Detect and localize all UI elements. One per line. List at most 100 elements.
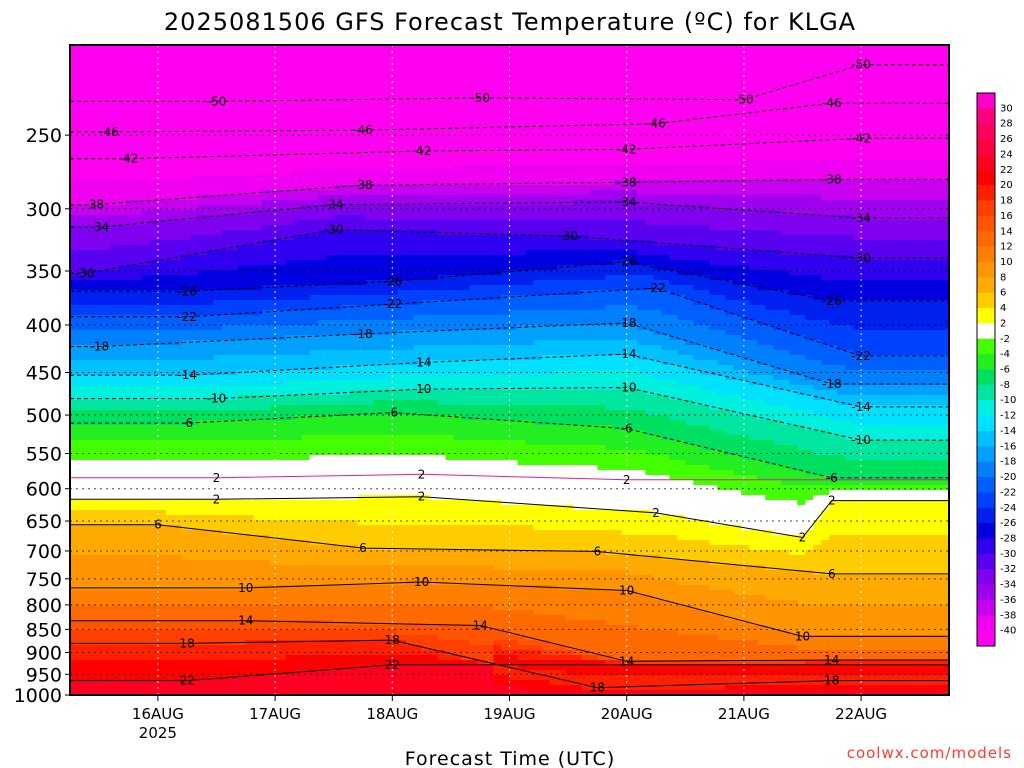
y-tick-label: 800 [26,595,62,617]
y-tick-label: 1000 [14,685,62,707]
colorbar-swatch [977,477,995,493]
isotherm-label: 2 [652,506,660,520]
isotherm-label: -10 [207,392,227,406]
colorbar-swatch [977,123,995,140]
isotherm-label: -22 [851,349,871,363]
colorbar-swatch [977,154,995,171]
isotherm-label: -46 [646,117,666,131]
y-tick-label: 650 [26,511,62,533]
colorbar-swatch [977,231,995,248]
isotherm-label: 6 [828,567,836,581]
y-tick-label: 600 [26,479,62,501]
isotherm-label: -6 [621,422,633,436]
colorbar-label: -4 [1000,349,1010,360]
isotherm-label: -42 [412,144,432,158]
colorbar-label: 2 [1000,318,1006,329]
colorbar-label: 4 [1000,303,1006,314]
colorbar-swatch [977,292,995,309]
colorbar-swatch [977,246,995,263]
colorbar-swatch [977,615,995,632]
isotherm-label: -14 [177,368,197,382]
isotherm-label: -10 [617,381,637,395]
colorbar-label: 16 [1000,211,1013,222]
isotherm-line [70,412,949,479]
isotherm-label: -30 [851,251,871,265]
colorbar-label: -16 [1000,441,1016,452]
isotherm-label: 14 [238,614,253,628]
colorbar-swatch [977,430,995,447]
isotherm-label: 14 [824,653,839,667]
colorbar-label: -2 [1000,334,1010,345]
x-tick-label: 19AUG [484,705,536,723]
colorbar-swatch [977,169,995,186]
isotherm-line [70,261,949,302]
isotherm-line [70,496,949,539]
isotherm-label: -22 [646,281,666,295]
colorbar-label: -20 [1000,472,1016,483]
colorbar-swatch [977,599,995,616]
colorbar-swatch [977,93,995,109]
isotherm-label: -50 [470,91,490,105]
isotherm-label: 18 [824,674,839,688]
x-tick-label: 20AUG [601,705,653,723]
colorbar-swatch [977,446,995,463]
isotherm-line [70,581,949,637]
isotherm-line [70,137,949,160]
y-tick-label: 900 [26,642,62,664]
isotherm-line [70,386,949,441]
colorbar-label: -34 [1000,580,1016,591]
isotherm-label: -6 [181,416,193,430]
colorbar-label: 20 [1000,180,1013,191]
y-axis: 2503003504004505005506006507007508008509… [14,125,70,707]
colorbar-swatch [977,538,995,555]
isotherm-label: -18 [89,340,109,354]
isotherm-label: 14 [619,654,634,668]
isotherm-label: 2 [418,490,426,504]
isotherm-label: -34 [617,195,637,209]
x-tick-label: 17AUG [249,705,301,723]
colorbar-swatch [977,553,995,570]
colorbar-swatch [977,584,995,601]
x-axis-label: Forecast Time (UTC) [405,748,615,768]
colorbar-label: -24 [1000,503,1016,514]
colorbar-swatch [977,369,995,386]
colorbar-label: -18 [1000,457,1016,468]
isotherm-label: 6 [359,541,367,555]
colorbar-swatch [977,630,995,647]
colorbar-swatch [977,215,995,232]
colorbar-label: 6 [1000,288,1006,299]
colorbar-label: 30 [1000,103,1013,114]
colorbar-label: -32 [1000,564,1016,575]
colorbar-swatch [977,308,995,324]
x-tick-label: 22AUG [835,705,887,723]
isotherm-label: -46 [99,125,119,139]
colorbar-swatch [977,139,995,155]
colorbar-swatch [977,569,995,585]
isotherm-label: 2 [623,473,631,487]
colorbar-label: 14 [1000,226,1013,237]
isotherm-label: -42 [617,142,637,156]
credit-text: coolwx.com/models [847,744,1012,762]
isotherm-label: 2 [828,494,836,508]
x-tick-label: 21AUG [718,705,770,723]
colorbar-label: -36 [1000,595,1016,606]
isotherm-label: -34 [324,198,344,212]
y-tick-label: 300 [26,199,62,221]
colorbar-label: -26 [1000,518,1016,529]
x-tick-label: 18AUG [366,705,418,723]
isotherm-label: -46 [822,96,842,110]
colorbar-label: 8 [1000,272,1006,283]
isotherm-line [70,473,949,481]
colorbar-swatch [977,507,995,524]
isotherm-label: 14 [473,619,488,633]
colorbar-label: 18 [1000,196,1013,207]
colorbar-label: -22 [1000,487,1016,498]
isotherm-label: 22 [180,674,195,688]
isotherm-label: -18 [822,377,842,391]
colorbar: 30 28 26 24 22 20 18 16 14 12 10 8 6 4 2 -2 -4 -6 -8 -10 -12… [976,92,1016,647]
isotherm-label: -50 [734,93,754,107]
colorbar-frame [976,92,996,647]
isotherm-line [70,664,949,682]
x-tick-sublabel: 2025 [139,724,177,742]
